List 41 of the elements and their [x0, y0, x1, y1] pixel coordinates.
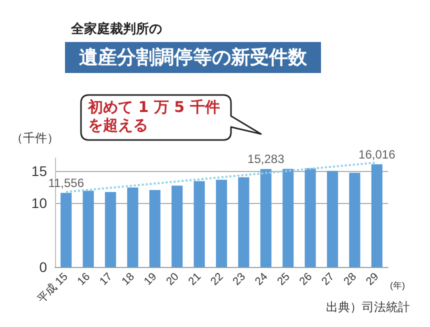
x-axis-title: (年) — [390, 280, 405, 290]
bar — [260, 169, 272, 267]
bar — [349, 172, 360, 267]
annotation: 11,556 — [48, 176, 84, 190]
annotation: 16,016 — [358, 147, 396, 162]
x-tick-label: 23 — [230, 270, 248, 288]
x-tick-label: 26 — [297, 270, 315, 288]
y-axis-title: （千件） — [11, 131, 59, 145]
bar — [104, 192, 116, 267]
annotation: 15,283 — [248, 152, 285, 166]
x-tick-label: 25 — [275, 270, 292, 288]
y-tick-label: 0 — [39, 259, 48, 275]
chart-subtitle: 全家庭裁判所の — [70, 21, 162, 37]
text: 初めて 1 万 5 千件を超える — [88, 98, 221, 134]
bar — [82, 190, 94, 267]
bar — [304, 168, 316, 267]
bar — [172, 186, 183, 267]
x-tick-label: 18 — [120, 270, 137, 288]
bar — [60, 192, 72, 267]
x-tick-label: 21 — [186, 270, 204, 288]
y-tick-label: 15 — [31, 162, 48, 179]
bar — [282, 168, 294, 267]
x-tick-label: 16 — [75, 270, 93, 288]
chart-title: 遺産分割調停等の新受件数 — [79, 46, 308, 68]
y-tick-label: 10 — [31, 194, 48, 211]
x-tick-label: 24 — [253, 270, 270, 288]
bar — [149, 190, 160, 267]
x-tick-label: 29 — [364, 270, 382, 288]
x-tick-label: 20 — [164, 270, 182, 288]
bar — [371, 164, 382, 267]
x-tick-label: 22 — [208, 270, 226, 288]
x-tick-label: 17 — [98, 270, 115, 288]
x-tick-label: 19 — [142, 270, 160, 288]
x-tick-label: 27 — [320, 270, 337, 288]
bar — [216, 180, 228, 267]
bar — [194, 181, 205, 267]
bar — [326, 170, 338, 267]
bar — [127, 187, 138, 267]
source-note: 出典）司法統計 — [326, 300, 410, 314]
bar — [238, 177, 250, 267]
x-tick-label: 28 — [342, 270, 359, 288]
